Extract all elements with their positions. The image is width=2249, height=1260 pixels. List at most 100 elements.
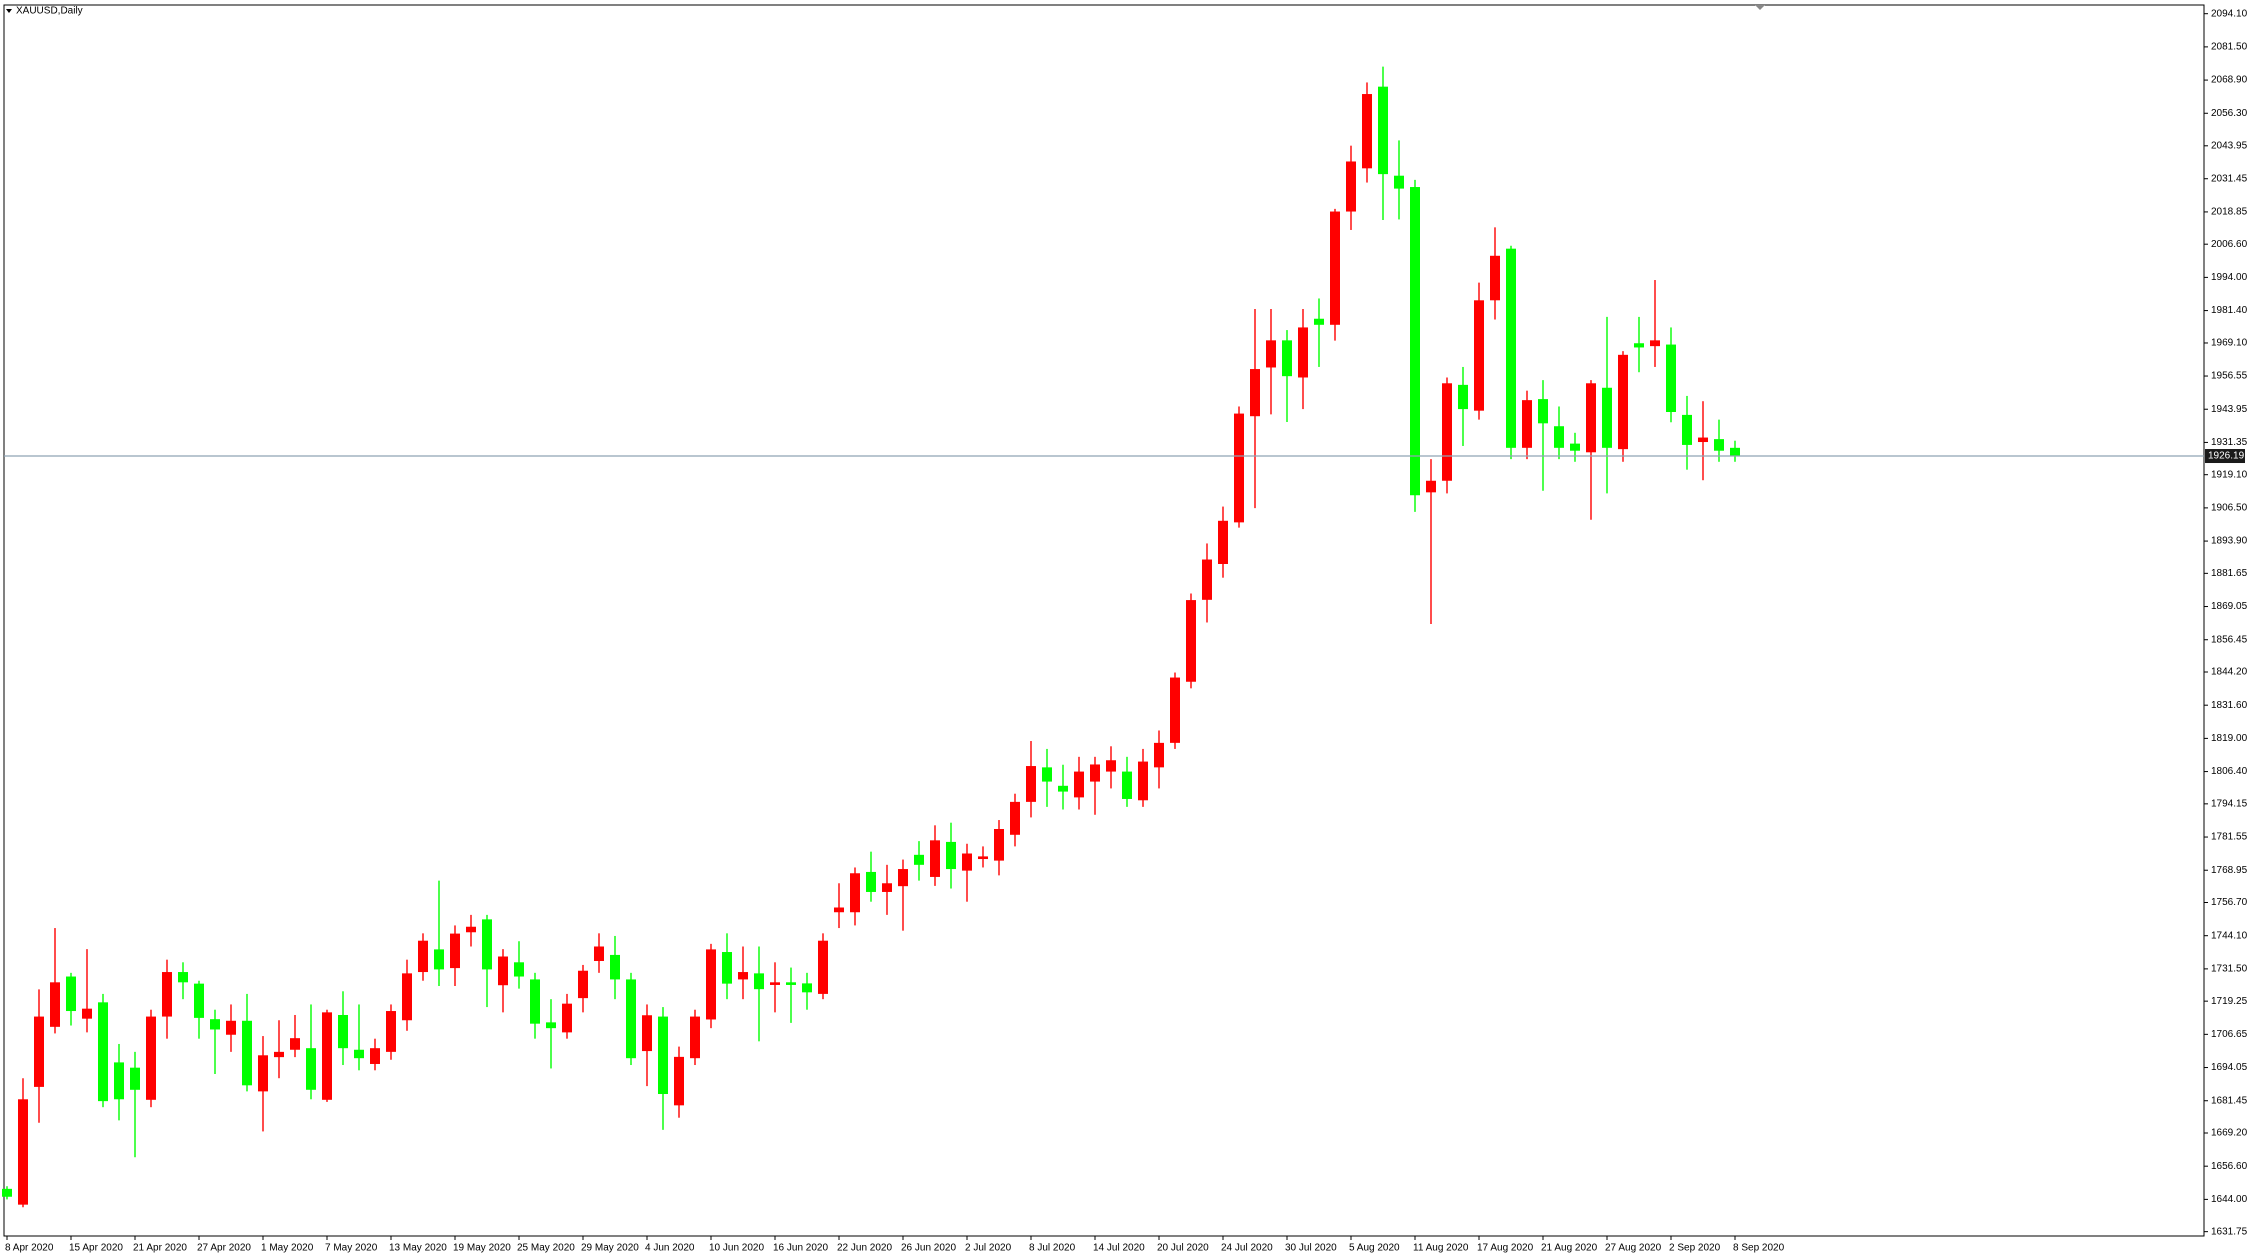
candle-body [1650, 340, 1660, 347]
candle-body [1490, 255, 1500, 301]
candle-body [1250, 369, 1260, 417]
x-tick-label: 8 Jul 2020 [1029, 1243, 1076, 1254]
candle-body [1474, 300, 1484, 411]
candle-body [866, 871, 876, 892]
y-tick-label: 2094.10 [2211, 8, 2248, 19]
candle-body [546, 1022, 556, 1029]
x-tick-label: 13 May 2020 [389, 1243, 447, 1254]
candle-body [1394, 175, 1404, 189]
candle-body [498, 956, 508, 986]
x-tick-label: 30 Jul 2020 [1285, 1243, 1337, 1254]
candle-body [1362, 94, 1372, 169]
y-tick-label: 2068.90 [2211, 75, 2248, 86]
candle-body [770, 982, 780, 985]
y-tick-label: 1806.40 [2211, 766, 2248, 777]
candle-body [274, 1051, 284, 1058]
candle-body [242, 1020, 252, 1086]
candle-body [306, 1048, 316, 1090]
candle-body [1458, 384, 1468, 410]
y-tick-label: 1706.65 [2211, 1029, 2248, 1040]
candle-body [354, 1049, 364, 1059]
candle-body [1602, 387, 1612, 448]
candle-body [754, 973, 764, 990]
candle-body [514, 962, 524, 977]
y-tick-label: 1869.05 [2211, 601, 2248, 612]
candle-body [1010, 801, 1020, 835]
y-tick-label: 1694.05 [2211, 1062, 2248, 1073]
x-tick-label: 11 Aug 2020 [1413, 1243, 1469, 1254]
y-tick-label: 1731.50 [2211, 964, 2248, 975]
x-tick-label: 10 Jun 2020 [709, 1243, 764, 1254]
candle-body [338, 1014, 348, 1049]
candle-body [1234, 413, 1244, 523]
y-tick-label: 1781.55 [2211, 832, 2248, 843]
candle-body [178, 972, 188, 983]
candle-body [482, 919, 492, 970]
current-price-label: 1926.19 [2208, 451, 2245, 462]
candle-body [434, 949, 444, 970]
candle-body [1042, 767, 1052, 782]
candle-body [786, 982, 796, 985]
candle-body [1410, 187, 1420, 496]
y-tick-label: 1719.25 [2211, 996, 2248, 1007]
candle-body [1522, 400, 1532, 448]
y-tick-label: 2018.85 [2211, 207, 2248, 218]
candle-body [290, 1038, 300, 1050]
candle-body [34, 1016, 44, 1087]
candle-body [658, 1016, 668, 1095]
x-tick-label: 2 Jul 2020 [965, 1243, 1012, 1254]
candle-body [1170, 677, 1180, 743]
x-tick-label: 17 Aug 2020 [1477, 1243, 1534, 1254]
candle-body [1058, 785, 1068, 792]
candle-body [690, 1016, 700, 1059]
candle-body [226, 1020, 236, 1035]
candle-body [1026, 766, 1036, 802]
candle-body [258, 1055, 268, 1092]
shift-marker [1755, 5, 1765, 10]
y-tick-label: 1919.10 [2211, 469, 2248, 480]
candle-body [642, 1015, 652, 1052]
y-tick-label: 1756.70 [2211, 897, 2248, 908]
candle-body [210, 1019, 220, 1030]
plot-frame [3, 4, 2205, 1237]
candle-body [1090, 764, 1100, 782]
candle-body [1538, 399, 1548, 424]
candle-body [1730, 447, 1740, 456]
y-tick-label: 1669.20 [2211, 1128, 2248, 1139]
candle-body [738, 972, 748, 980]
candle-body [1106, 760, 1116, 772]
y-tick-label: 2081.50 [2211, 42, 2248, 53]
candle-body [610, 954, 620, 980]
y-tick-label: 1856.45 [2211, 634, 2248, 645]
candle-body [850, 873, 860, 913]
x-tick-label: 24 Jul 2020 [1221, 1243, 1273, 1254]
candle-body [1426, 480, 1436, 493]
candle-body [1298, 327, 1308, 378]
candle-body [1202, 559, 1212, 600]
x-tick-label: 8 Apr 2020 [5, 1243, 54, 1254]
x-tick-label: 5 Aug 2020 [1349, 1243, 1400, 1254]
y-tick-label: 1994.00 [2211, 272, 2248, 283]
candle-body [898, 869, 908, 887]
candle-body [370, 1048, 380, 1064]
x-tick-label: 8 Sep 2020 [1733, 1243, 1785, 1254]
x-tick-label: 19 May 2020 [453, 1243, 511, 1254]
candle-body [994, 829, 1004, 861]
candle-body [1378, 86, 1388, 175]
candle-body [98, 1002, 108, 1102]
candle-body [626, 979, 636, 1059]
x-tick-label: 22 Jun 2020 [837, 1243, 892, 1254]
x-tick-label: 27 Aug 2020 [1605, 1243, 1662, 1254]
candle-body [562, 1003, 572, 1033]
x-tick-label: 15 Apr 2020 [69, 1243, 123, 1254]
candle-body [706, 949, 716, 1020]
menu-arrow[interactable] [6, 9, 12, 13]
candle-body [530, 979, 540, 1024]
x-tick-label: 21 Apr 2020 [133, 1243, 187, 1254]
candle-body [466, 926, 476, 933]
candle-body [1122, 771, 1132, 799]
candle-body [882, 883, 892, 892]
candle-body [450, 933, 460, 969]
candle-body [418, 940, 428, 973]
